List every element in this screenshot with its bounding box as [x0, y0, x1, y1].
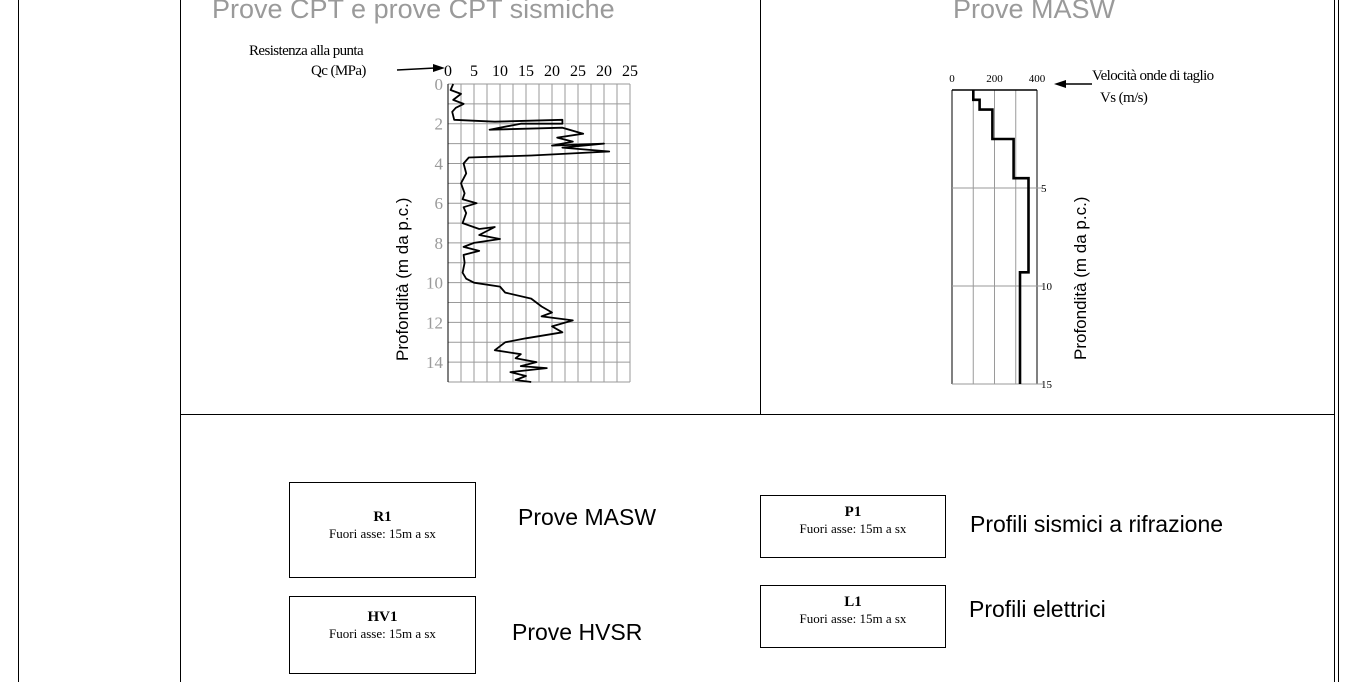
legend-label-hvsr: Prove HVSR: [512, 619, 643, 645]
table-middle-divider: [760, 0, 761, 414]
masw-x-tick-label: 0: [949, 73, 955, 85]
masw-chart: 5 10 15 0 200 400: [949, 73, 1053, 391]
cpt-x-tick-label: 5: [470, 63, 478, 80]
cpt-y-tick-label: 12: [426, 313, 443, 332]
masw-callout-line1: Velocità onde di taglio: [1092, 68, 1214, 84]
cpt-callout-arrow: [396, 64, 445, 72]
cpt-x-tick-label: 20: [596, 63, 612, 80]
legend-box-r1: R1 Fuori asse: 15m a sx: [289, 482, 476, 578]
legend-position: Fuori asse: 15m a sx: [799, 521, 907, 536]
cpt-callout-line2: Qc (MPa): [311, 63, 366, 79]
cpt-x-tick-label: 10: [492, 63, 508, 80]
legend-position: Fuori asse: 15m a sx: [329, 526, 436, 541]
legend-label-masw: Prove MASW: [518, 504, 657, 530]
cpt-y-axis-label: Profondità (m da p.c.): [393, 197, 412, 361]
masw-x-tick-label: 200: [986, 73, 1003, 85]
masw-x-tick-label: 400: [1029, 73, 1046, 85]
table-right-border: [1334, 0, 1335, 682]
cpt-y-tick-label: 8: [435, 234, 444, 253]
cpt-callout-line1: Resistenza alla punta: [249, 43, 364, 59]
legend-code: L1: [844, 594, 862, 610]
cpt-x-tick-label: 25: [570, 63, 586, 80]
masw-panel-title: Prove MASW: [953, 0, 1116, 24]
cpt-y-tick-label: 4: [435, 154, 444, 173]
cpt-y-tick-label: 14: [426, 353, 444, 372]
legend-code: HV1: [367, 609, 398, 625]
masw-y-tick-label: 15: [1041, 379, 1053, 391]
cpt-chart: 0 5 10 15 20 25 20 25 0 2 4 6 8 10 12 14: [426, 63, 638, 383]
table-left-border: [180, 0, 181, 682]
cpt-x-tick-label: 20: [544, 63, 560, 80]
masw-callout-line2: Vs (m/s): [1100, 90, 1148, 106]
legend-position: Fuori asse: 15m a sx: [329, 626, 436, 641]
masw-y-tick-label: 5: [1041, 183, 1047, 195]
cpt-x-tick-label: 25: [622, 63, 638, 80]
table-right-border-outer: [1338, 0, 1339, 682]
cpt-y-tick-label: 10: [426, 274, 443, 293]
legend-box-l1: L1 Fuori asse: 15m a sx: [760, 585, 946, 648]
table-row-divider: [180, 414, 1335, 415]
masw-y-tick-label: 10: [1041, 281, 1053, 293]
cpt-x-tick-label: 15: [518, 63, 534, 80]
legend-box-hv1: HV1 Fuori asse: 15m a sx: [289, 596, 476, 674]
legend-label-rifrazione: Profili sismici a rifrazione: [970, 511, 1224, 537]
cpt-y-tick-label: 6: [435, 194, 444, 213]
legend-position: Fuori asse: 15m a sx: [799, 611, 907, 626]
masw-callout-arrow: [1054, 80, 1092, 88]
masw-y-axis-label: Profondità (m da p.c.): [1071, 196, 1090, 360]
legend-box-p1: P1 Fuori asse: 15m a sx: [760, 495, 946, 558]
legend-code: P1: [844, 504, 862, 520]
cpt-qc-line: [449, 83, 611, 383]
legend-label-elettrici: Profili elettrici: [969, 596, 1106, 622]
cpt-y-tick-label: 2: [435, 115, 444, 134]
masw-vs-profile-line: [971, 90, 1030, 384]
page-frame-left-line: [18, 0, 19, 682]
legend-code: R1: [373, 509, 392, 525]
cpt-x-tick-label: 0: [444, 63, 452, 80]
cpt-y-tick-label: 0: [435, 75, 444, 94]
cpt-panel-title: Prove CPT e prove CPT sismiche: [212, 0, 615, 24]
